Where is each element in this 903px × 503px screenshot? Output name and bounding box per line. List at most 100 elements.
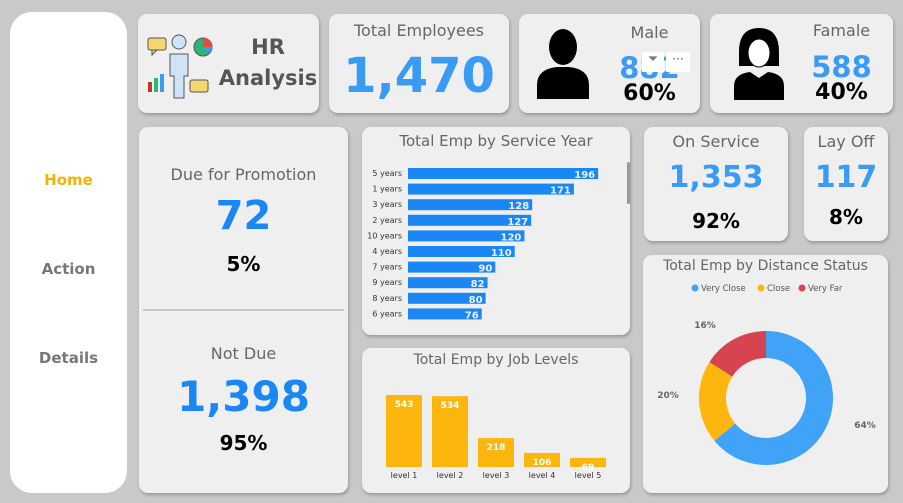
service-year-tick-label: 1 years [372,185,402,194]
nav-action[interactable]: Action [41,260,96,278]
service-year-bar [408,308,482,320]
job-level-data-label: 543 [395,400,414,410]
due-promotion-value: 72 [215,193,272,239]
job-level-tick-label: level 1 [391,471,418,480]
service-year-chart-card: Total Emp by Service Year 5 years 196 1 ye… [362,127,630,335]
lay-off-value: 117 [814,160,878,195]
service-year-tick-label: 9 years [372,278,402,287]
job-level-tick-label: level 5 [575,471,602,480]
service-year-bar [408,230,525,242]
service-year-bar [408,168,599,179]
donut-slice [709,331,766,377]
service-year-bar [408,246,515,257]
divider [143,309,344,311]
male-label: Male [630,23,669,42]
lay-off-card: Lay Off 117 8% [804,127,888,241]
male-card: Male 882 60% ⏷ ··· [519,14,700,113]
due-promotion-label: Due for Promotion [170,165,317,184]
job-level-bar [478,438,514,467]
job-level-bar [386,395,422,467]
male-percent: 60% [623,81,676,106]
service-year-bar [408,292,486,304]
donut-slice [699,362,736,441]
job-level-tick-label: level 4 [529,471,556,480]
service-year-tick-label: 2 years [372,216,402,225]
chart-scrollbar[interactable] [627,162,630,204]
nav-details[interactable]: Details [38,349,99,367]
service-year-data-label: 196 [574,170,595,181]
service-year-bar [408,183,574,195]
job-level-data-label: 69 [582,463,595,473]
job-level-bar [432,396,468,467]
distance-chart: Very Close Close Very Far 64% 20% 16% [657,284,876,465]
job-level-tick-label: level 2 [437,471,464,480]
female-avatar-icon [734,28,784,100]
sidebar: Home Action Details [10,12,127,493]
total-employees-value: 1,470 [343,48,495,104]
legend-marker [757,284,765,292]
job-level-data-label: 106 [533,458,552,468]
hr-logo-icon [147,34,213,99]
title-card: HR Analysis [138,14,319,113]
total-employees-card: Total Employees 1,470 [329,14,509,113]
service-year-tick-label: 3 years [372,200,402,209]
female-card: Famale 588 40% [710,14,893,113]
legend-label: Very Close [701,284,746,294]
service-year-data-label: 127 [507,217,528,228]
service-year-tick-label: 4 years [372,247,402,256]
lay-off-label: Lay Off [817,132,875,151]
on-service-label: On Service [672,132,760,151]
male-avatar-icon [537,29,589,99]
due-promotion-percent: 5% [226,252,261,276]
service-year-data-label: 80 [469,295,483,306]
female-percent: 40% [815,80,868,105]
service-year-tick-label: 10 years [367,231,402,240]
on-service-percent: 92% [692,209,740,233]
service-year-data-label: 90 [478,264,492,275]
on-service-value: 1,353 [668,160,764,195]
promotion-card: Due for Promotion 72 5% Not Due 1,398 95… [139,127,348,493]
lay-off-percent: 8% [829,205,863,229]
job-level-bar [524,452,560,467]
legend-label: Very Far [808,284,843,294]
job-level-data-label: 218 [487,443,506,453]
nav-home[interactable]: Home [44,171,93,189]
service-year-data-label: 82 [471,279,485,290]
service-year-data-label: 110 [491,248,512,259]
not-due-label: Not Due [210,344,277,363]
job-level-bar [570,457,606,467]
app-title-line1: HR [251,35,285,59]
service-year-tick-label: 6 years [372,309,402,318]
service-year-tick-label: 8 years [372,294,402,303]
job-levels-chart: 543 level 1 534 level 2 218 level 3 106 level 4… [386,395,606,480]
legend-marker [798,284,806,292]
legend-label: Close [767,284,790,294]
donut-data-label: 16% [694,321,716,331]
more-options-icon[interactable]: ··· [666,52,690,72]
donut-data-label: 64% [854,421,876,431]
job-levels-chart-title: Total Emp by Job Levels [413,352,579,368]
female-count: 588 [811,50,872,84]
job-level-data-label: 534 [441,401,460,411]
service-year-bar [408,199,533,211]
service-year-tick-label: 7 years [372,263,402,272]
distance-chart-card: Total Emp by Distance Status Very Close C… [643,255,888,493]
service-year-chart: 5 years 196 1 years 171 3 years 128 2 years 127… [367,168,599,321]
donut-slice [714,331,833,465]
job-levels-chart-card: Total Emp by Job Levels 543 level 1 534 lev… [362,348,630,493]
distance-chart-title: Total Emp by Distance Status [663,258,868,274]
job-level-tick-label: level 3 [483,471,510,480]
female-label: Famale [812,21,871,40]
service-year-data-label: 128 [508,201,529,212]
not-due-percent: 95% [219,431,268,455]
donut-data-label: 20% [657,391,679,401]
service-year-data-label: 76 [465,310,479,321]
app-title-line2: Analysis [218,66,318,90]
service-year-bar [408,277,488,289]
filter-icon[interactable]: ⏷ [642,52,664,72]
service-year-bar [408,214,532,226]
total-employees-label: Total Employees [353,21,485,40]
service-year-bar [408,261,496,273]
service-year-data-label: 120 [501,232,522,243]
on-service-card: On Service 1,353 92% [644,127,788,241]
